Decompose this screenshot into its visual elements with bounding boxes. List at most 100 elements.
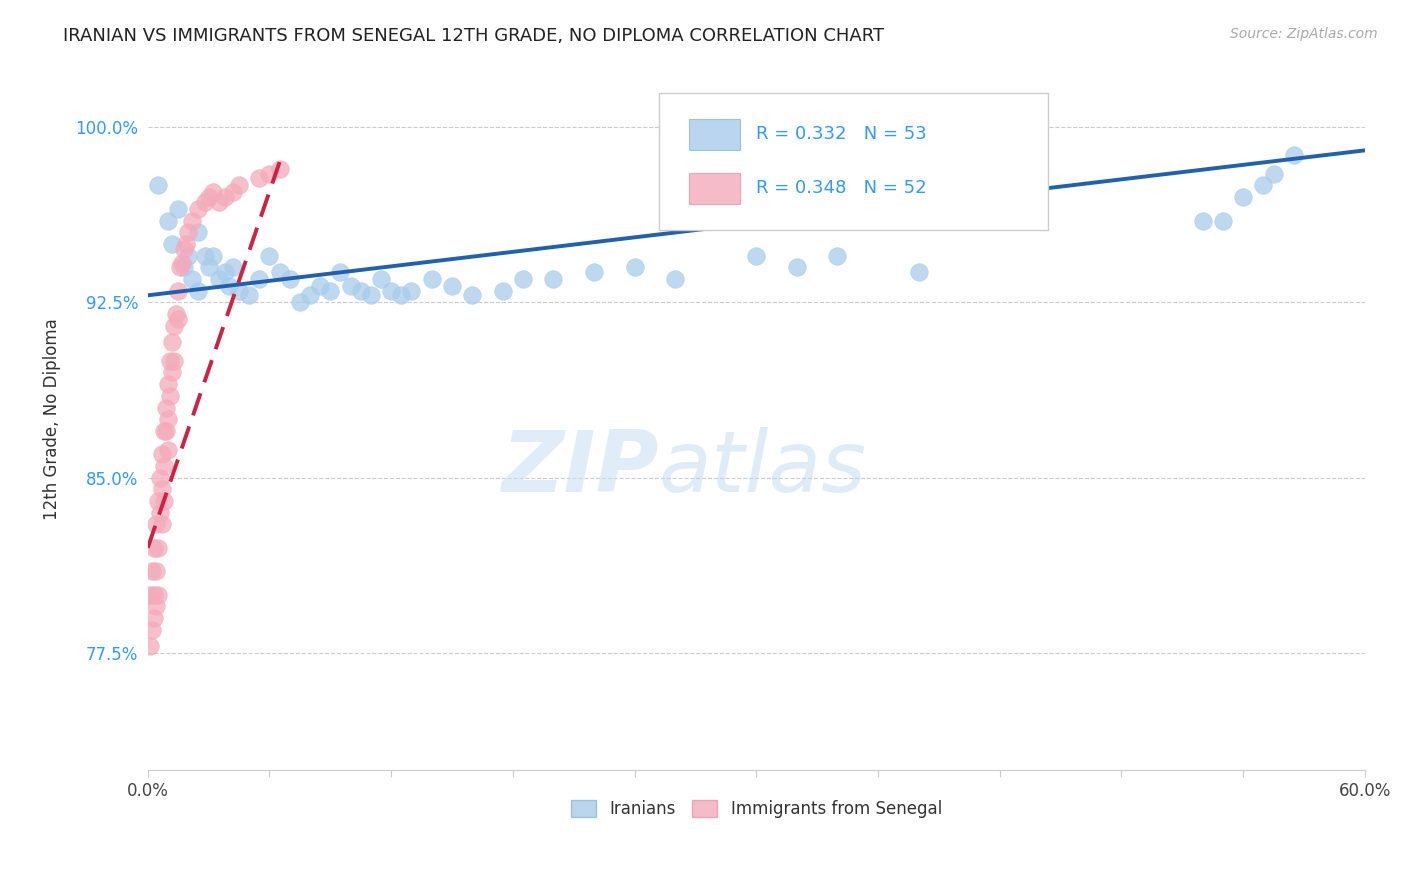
Point xyxy=(156,213,179,227)
Point xyxy=(278,272,301,286)
Point xyxy=(214,265,236,279)
Point xyxy=(319,284,342,298)
Point xyxy=(247,171,270,186)
Point xyxy=(512,272,534,286)
Point xyxy=(163,318,186,333)
Point xyxy=(142,541,165,555)
Point xyxy=(145,517,167,532)
Text: R = 0.332   N = 53: R = 0.332 N = 53 xyxy=(756,126,927,144)
Point xyxy=(160,335,183,350)
Point xyxy=(339,279,361,293)
Point xyxy=(153,424,176,438)
Point xyxy=(150,483,173,497)
Point xyxy=(139,588,162,602)
Y-axis label: 12th Grade, No Diploma: 12th Grade, No Diploma xyxy=(44,318,60,520)
Point xyxy=(159,353,181,368)
Point xyxy=(197,260,219,275)
Point xyxy=(187,202,209,216)
Point xyxy=(193,249,215,263)
Point xyxy=(259,167,281,181)
Point xyxy=(141,564,163,578)
Point xyxy=(389,288,412,302)
Point xyxy=(149,506,172,520)
Point xyxy=(827,249,849,263)
Point xyxy=(150,517,173,532)
Point xyxy=(201,186,224,200)
Point xyxy=(214,190,236,204)
Point xyxy=(1253,178,1275,193)
Point xyxy=(623,260,645,275)
Point xyxy=(150,447,173,461)
Point xyxy=(420,272,443,286)
Point xyxy=(165,307,187,321)
Point xyxy=(247,272,270,286)
Point xyxy=(160,366,183,380)
Point xyxy=(169,260,191,275)
Point xyxy=(288,295,311,310)
Point xyxy=(160,236,183,251)
Text: Source: ZipAtlas.com: Source: ZipAtlas.com xyxy=(1230,27,1378,41)
Point xyxy=(141,623,163,637)
Point xyxy=(380,284,402,298)
Point xyxy=(222,260,245,275)
Point xyxy=(172,255,194,269)
Text: atlas: atlas xyxy=(659,427,868,510)
Point xyxy=(1191,213,1213,227)
Point xyxy=(146,178,169,193)
Text: ZIP: ZIP xyxy=(502,427,659,510)
Point xyxy=(350,284,373,298)
Point xyxy=(177,249,200,263)
Point xyxy=(156,442,179,457)
Point xyxy=(492,284,515,298)
Point xyxy=(145,564,167,578)
Legend: Iranians, Immigrants from Senegal: Iranians, Immigrants from Senegal xyxy=(564,793,949,825)
Point xyxy=(149,471,172,485)
Point xyxy=(1282,148,1305,162)
Point xyxy=(174,236,197,251)
FancyBboxPatch shape xyxy=(659,93,1049,230)
Point xyxy=(167,202,190,216)
FancyBboxPatch shape xyxy=(689,119,741,150)
Point xyxy=(142,588,165,602)
Point xyxy=(228,178,250,193)
Point xyxy=(907,265,929,279)
Point xyxy=(238,288,260,302)
Point xyxy=(269,265,291,279)
Point xyxy=(786,260,808,275)
Point xyxy=(298,288,321,302)
Point xyxy=(664,272,686,286)
FancyBboxPatch shape xyxy=(689,173,741,204)
Point xyxy=(543,272,565,286)
Point xyxy=(163,353,186,368)
Text: IRANIAN VS IMMIGRANTS FROM SENEGAL 12TH GRADE, NO DIPLOMA CORRELATION CHART: IRANIAN VS IMMIGRANTS FROM SENEGAL 12TH … xyxy=(63,27,884,45)
Point xyxy=(159,389,181,403)
Point xyxy=(401,284,423,298)
Point xyxy=(155,401,177,415)
Point xyxy=(146,588,169,602)
Point xyxy=(177,225,200,239)
Point xyxy=(155,424,177,438)
Point xyxy=(228,284,250,298)
Point xyxy=(582,265,605,279)
Point xyxy=(1232,190,1254,204)
Point xyxy=(208,272,231,286)
Point xyxy=(269,162,291,177)
Point xyxy=(187,284,209,298)
Point xyxy=(145,599,167,614)
Point xyxy=(370,272,392,286)
Point xyxy=(329,265,352,279)
Point xyxy=(142,611,165,625)
Point xyxy=(461,288,484,302)
Point xyxy=(360,288,382,302)
Point xyxy=(440,279,463,293)
Point xyxy=(193,194,215,209)
Point xyxy=(197,190,219,204)
Point xyxy=(173,242,195,256)
Point xyxy=(218,279,240,293)
Point xyxy=(309,279,332,293)
Point xyxy=(181,272,204,286)
Point xyxy=(146,494,169,508)
Point xyxy=(208,194,231,209)
Point xyxy=(156,377,179,392)
Point xyxy=(153,458,176,473)
